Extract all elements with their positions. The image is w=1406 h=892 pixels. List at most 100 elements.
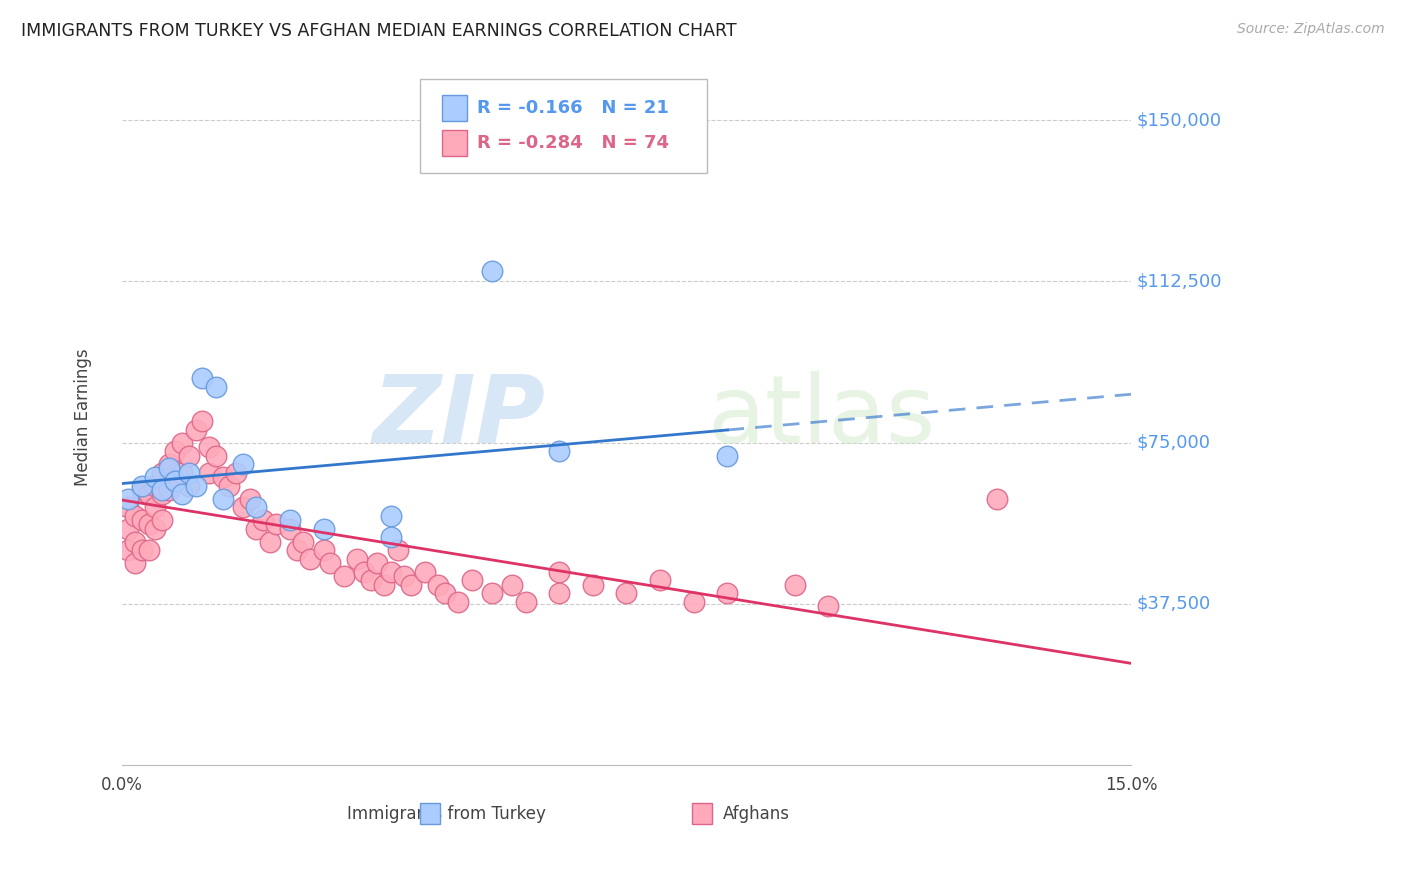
Point (447, 595, 470, 609)
Point (157, 461, 180, 475)
Text: $112,500: $112,500 (1136, 272, 1222, 291)
Point (198, 440, 221, 454)
Point (184, 478, 207, 492)
Point (650, 573, 672, 587)
Point (515, 595, 537, 609)
Point (205, 449, 228, 463)
Point (285, 543, 308, 558)
FancyBboxPatch shape (419, 79, 707, 173)
Point (150, 483, 173, 497)
Point (143, 470, 166, 484)
Point (319, 556, 342, 570)
Point (481, 263, 503, 277)
Point (225, 466, 247, 480)
Point (252, 513, 274, 527)
Point (177, 466, 200, 480)
Point (259, 534, 281, 549)
Point (205, 380, 228, 394)
Point (548, 586, 571, 600)
Point (299, 551, 322, 566)
Point (783, 577, 806, 591)
Point (817, 599, 839, 613)
Text: R = -0.284   N = 74: R = -0.284 N = 74 (477, 134, 669, 152)
Point (131, 478, 153, 492)
Text: $150,000: $150,000 (1136, 112, 1222, 129)
Point (198, 466, 221, 480)
FancyBboxPatch shape (419, 804, 440, 824)
Point (131, 543, 153, 558)
Point (413, 565, 436, 579)
Point (548, 444, 571, 458)
Point (353, 565, 375, 579)
Point (292, 534, 315, 549)
Point (682, 595, 704, 609)
Point (184, 423, 207, 437)
Point (172, 466, 194, 480)
Point (157, 457, 180, 471)
Text: ZIP: ZIP (373, 371, 546, 463)
Point (616, 586, 638, 600)
Point (218, 478, 240, 492)
Point (312, 522, 335, 536)
Point (150, 466, 173, 480)
Point (131, 483, 153, 497)
Point (172, 435, 194, 450)
Point (266, 517, 288, 532)
Point (380, 530, 402, 544)
Point (481, 586, 503, 600)
Point (716, 586, 738, 600)
Point (211, 491, 233, 506)
Point (172, 487, 194, 501)
Point (165, 475, 187, 489)
Text: Afghans: Afghans (723, 805, 789, 822)
Text: IMMIGRANTS FROM TURKEY VS AFGHAN MEDIAN EARNINGS CORRELATION CHART: IMMIGRANTS FROM TURKEY VS AFGHAN MEDIAN … (21, 22, 737, 40)
Point (138, 517, 160, 532)
Point (138, 487, 160, 501)
Point (501, 577, 523, 591)
Point (143, 478, 166, 492)
Point (245, 500, 267, 515)
Point (716, 449, 738, 463)
Point (380, 508, 402, 523)
Point (138, 543, 160, 558)
Point (117, 491, 139, 506)
Point (157, 483, 180, 497)
Point (117, 500, 139, 515)
Point (986, 491, 1008, 506)
Point (333, 569, 356, 583)
Text: Source: ZipAtlas.com: Source: ZipAtlas.com (1237, 22, 1385, 37)
Point (165, 475, 187, 489)
Point (143, 500, 166, 515)
Point (124, 556, 146, 570)
Point (582, 577, 605, 591)
Point (177, 478, 200, 492)
FancyBboxPatch shape (441, 130, 467, 156)
Point (150, 487, 173, 501)
Point (238, 491, 260, 506)
Point (387, 543, 409, 558)
Point (366, 556, 388, 570)
Point (131, 513, 153, 527)
Text: R = -0.166   N = 21: R = -0.166 N = 21 (477, 99, 669, 117)
Point (433, 586, 456, 600)
Point (394, 569, 416, 583)
Point (232, 457, 254, 471)
FancyBboxPatch shape (692, 804, 713, 824)
Text: Immigrants from Turkey: Immigrants from Turkey (347, 805, 546, 822)
Point (232, 500, 254, 515)
Text: Median Earnings: Median Earnings (75, 348, 93, 485)
Text: $37,500: $37,500 (1136, 595, 1211, 613)
Point (150, 513, 173, 527)
Point (191, 414, 214, 428)
Point (177, 449, 200, 463)
Point (143, 522, 166, 536)
Point (165, 444, 187, 458)
Point (278, 513, 301, 527)
Point (399, 577, 422, 591)
Point (124, 534, 146, 549)
Point (548, 565, 571, 579)
Point (211, 470, 233, 484)
Point (312, 543, 335, 558)
Point (373, 577, 395, 591)
FancyBboxPatch shape (441, 95, 467, 121)
